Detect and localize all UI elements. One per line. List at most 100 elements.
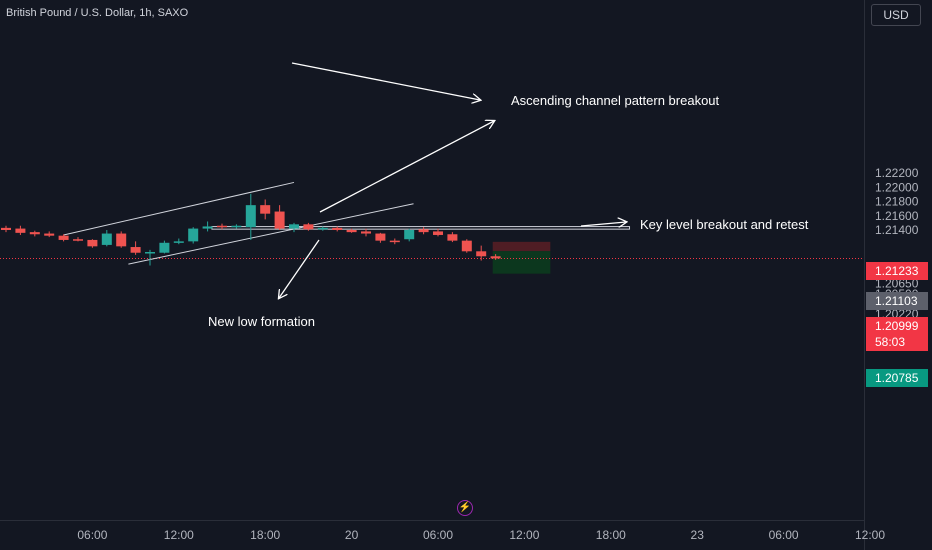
candle-body <box>332 227 343 230</box>
candle <box>346 228 357 233</box>
candle-body <box>159 242 170 253</box>
candle-body <box>418 229 429 233</box>
y-tick-label: 1.22000 <box>875 180 919 194</box>
candle <box>490 254 501 260</box>
annotation-key-level[interactable]: Key level breakout and retest <box>640 217 809 232</box>
candle-body <box>461 240 472 252</box>
stop-loss-zone <box>492 241 551 252</box>
x-tick-label: 12:00 <box>164 528 194 542</box>
x-tick-label: 06:00 <box>769 528 799 542</box>
annotation-new-low[interactable]: New low formation <box>208 314 315 329</box>
candle-body <box>29 232 40 235</box>
take-profit-zone <box>492 251 551 274</box>
candle <box>173 238 184 245</box>
channel-lower-line <box>128 203 414 265</box>
y-tick-label: 1.21400 <box>875 223 919 237</box>
candle-body <box>274 211 285 229</box>
current-price-value: 1.20999 <box>875 319 919 333</box>
candle <box>87 239 98 248</box>
x-tick-label: 18:00 <box>250 528 280 542</box>
candle <box>332 226 343 232</box>
candle-body <box>202 226 213 229</box>
candle <box>58 234 69 242</box>
x-tick-label: 06:00 <box>77 528 107 542</box>
candle-body <box>87 239 98 247</box>
key-level-arrow[interactable] <box>580 222 626 226</box>
candle <box>101 230 112 247</box>
flash-icon[interactable]: ⚡ <box>457 500 473 516</box>
candle <box>260 199 271 220</box>
candle-body <box>101 233 112 245</box>
channel-arrow-right[interactable] <box>291 62 480 100</box>
candle <box>159 240 170 254</box>
candle <box>289 222 299 233</box>
candle-body <box>1 227 11 230</box>
y-tick-label: 1.21800 <box>875 195 919 209</box>
x-tick-label: 12:00 <box>509 528 539 542</box>
currency-button[interactable]: USD <box>871 4 921 26</box>
candle <box>202 221 213 232</box>
channel-upper-line <box>63 181 295 236</box>
candle <box>44 231 55 238</box>
candle <box>375 232 386 243</box>
x-tick-label: 23 <box>691 528 705 542</box>
candle-body <box>15 228 26 233</box>
candle <box>447 232 458 243</box>
candle-body <box>346 230 357 233</box>
candle <box>361 228 371 237</box>
y-tick-label: 1.22200 <box>875 166 919 180</box>
x-tick-label: 12:00 <box>855 528 885 542</box>
candle-body <box>476 251 487 257</box>
candle-body <box>44 233 55 236</box>
candle-body <box>389 240 400 243</box>
x-tick-label: 18:00 <box>596 528 626 542</box>
candle <box>476 245 487 261</box>
candle-body <box>361 231 371 234</box>
candle-body <box>130 247 141 253</box>
candle <box>461 239 472 253</box>
x-tick-label: 20 <box>345 528 359 542</box>
candle-body <box>289 224 299 229</box>
candle <box>245 193 256 240</box>
candle-body <box>404 230 415 240</box>
candle-body <box>58 235 69 240</box>
candle <box>73 237 83 242</box>
candle-body <box>231 225 242 228</box>
candle-body <box>188 228 199 242</box>
candle <box>317 226 328 231</box>
candle-body <box>447 234 458 241</box>
entry-price-label: 1.21103 <box>866 292 928 310</box>
candle <box>404 228 415 242</box>
candle-body <box>317 227 328 230</box>
candle-body <box>145 252 155 254</box>
candle <box>145 249 155 266</box>
candle-body <box>116 233 127 247</box>
candle-body <box>173 241 184 243</box>
bar-countdown: 58:03 <box>875 335 906 349</box>
candle-body <box>490 256 501 259</box>
candle-body <box>73 239 83 241</box>
candle-body <box>303 224 314 230</box>
candle-body <box>217 225 227 228</box>
target-price-label: 1.20785 <box>866 369 928 387</box>
candle <box>231 224 242 229</box>
candle <box>418 227 429 235</box>
candle <box>217 223 227 230</box>
candle-body <box>260 205 271 214</box>
current-price-label: 1.20999 58:03 <box>866 317 928 351</box>
candle <box>389 238 400 245</box>
candle <box>433 228 443 237</box>
candle-body <box>375 233 386 241</box>
candle <box>274 205 285 230</box>
candle <box>29 230 40 237</box>
candle <box>116 231 127 248</box>
channel-arrow-up[interactable] <box>319 121 494 213</box>
candle-body <box>245 205 256 228</box>
new-low-arrow[interactable] <box>279 239 320 298</box>
candle <box>15 225 26 235</box>
annotation-channel-breakout[interactable]: Ascending channel pattern breakout <box>511 93 720 108</box>
candle <box>1 225 11 233</box>
x-tick-label: 06:00 <box>423 528 453 542</box>
candle <box>303 222 314 231</box>
